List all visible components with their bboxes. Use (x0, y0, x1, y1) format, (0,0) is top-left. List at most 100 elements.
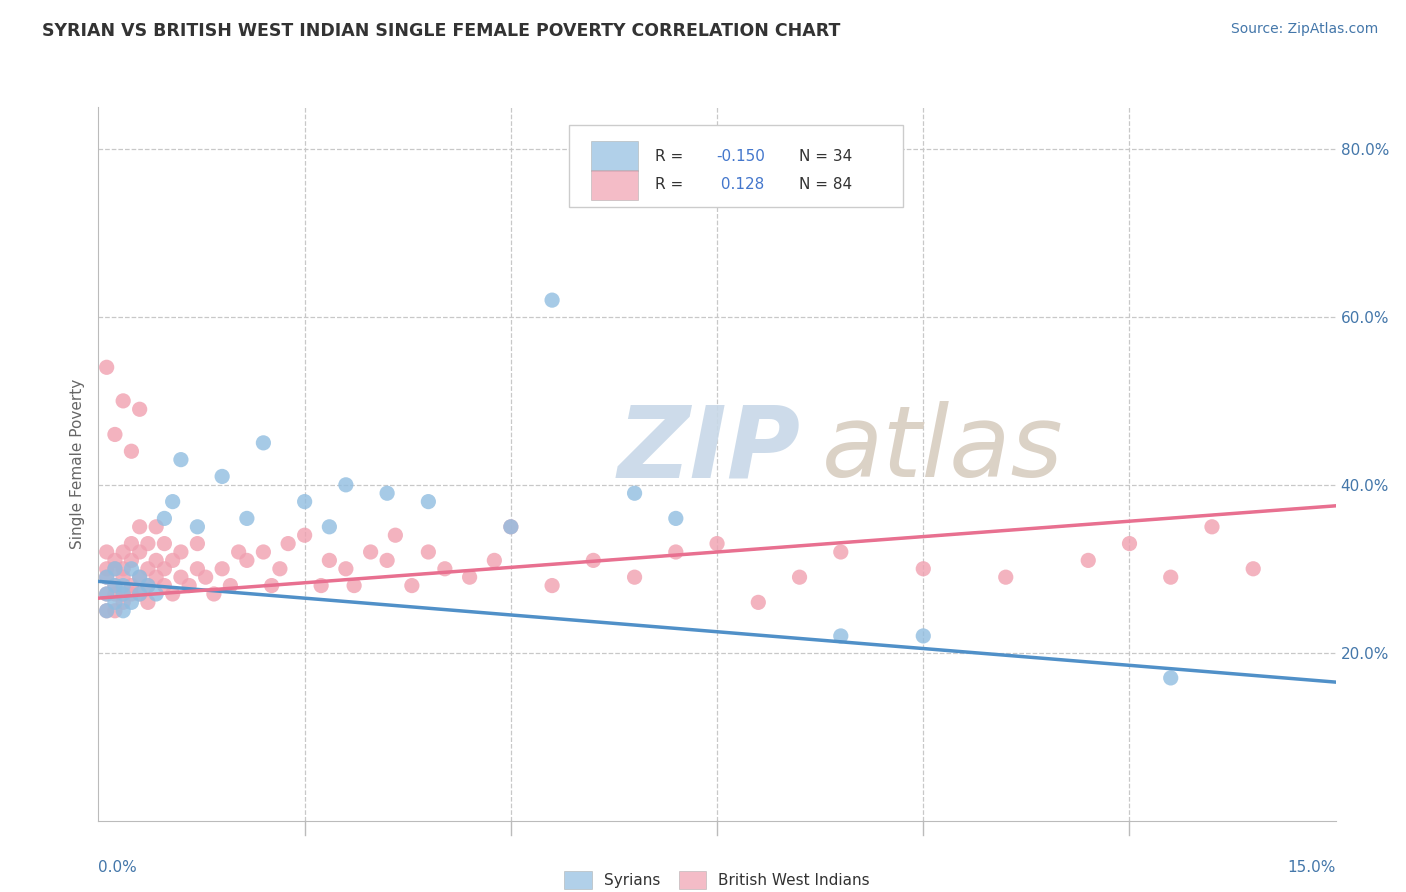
Point (136, 578, 159, 592)
Point (252, 435, 274, 450)
Point (170, 545, 193, 559)
Point (128, 570, 150, 584)
Point (499, 520, 522, 534)
Point (1160, 570, 1182, 584)
Text: 0.0%: 0.0% (98, 860, 138, 875)
Point (96, 570, 118, 584)
Point (162, 553, 184, 567)
Point (120, 536, 142, 550)
Point (120, 587, 142, 601)
Point (623, 570, 645, 584)
FancyBboxPatch shape (568, 125, 903, 207)
Point (170, 570, 193, 584)
Point (401, 578, 423, 592)
Point (260, 578, 283, 592)
Point (375, 553, 398, 567)
Point (623, 486, 645, 500)
Point (582, 553, 605, 567)
Point (112, 562, 135, 576)
Point (277, 536, 299, 550)
Point (104, 595, 127, 609)
Point (96, 545, 118, 559)
Point (912, 629, 935, 643)
Point (136, 536, 159, 550)
Point (153, 511, 176, 525)
Point (136, 578, 159, 592)
Text: Source: ZipAtlas.com: Source: ZipAtlas.com (1230, 22, 1378, 37)
Point (145, 570, 167, 584)
Point (318, 553, 340, 567)
Point (170, 452, 193, 467)
Text: R =: R = (655, 149, 689, 164)
Point (145, 553, 167, 567)
Point (433, 562, 456, 576)
Point (186, 536, 208, 550)
Point (128, 570, 150, 584)
Point (789, 570, 811, 584)
Point (294, 528, 316, 542)
Point (153, 578, 176, 592)
Point (309, 578, 332, 592)
Point (211, 562, 233, 576)
Point (343, 578, 366, 592)
Point (112, 393, 135, 408)
Point (136, 562, 159, 576)
Point (912, 562, 935, 576)
Text: R =: R = (655, 178, 689, 193)
Point (458, 570, 481, 584)
Point (219, 578, 242, 592)
Point (194, 570, 217, 584)
Point (1201, 520, 1223, 534)
Text: -0.150: -0.150 (716, 149, 765, 164)
Point (318, 520, 340, 534)
Point (112, 587, 135, 601)
Point (153, 562, 176, 576)
Point (186, 520, 208, 534)
Point (335, 562, 357, 576)
Point (96, 360, 118, 375)
Point (1077, 553, 1099, 567)
Point (1160, 671, 1182, 685)
Point (128, 587, 150, 601)
Point (335, 478, 357, 492)
Point (994, 570, 1017, 584)
Point (252, 545, 274, 559)
Point (747, 595, 769, 609)
Point (112, 604, 135, 618)
Point (104, 427, 127, 442)
Point (153, 536, 176, 550)
Point (162, 494, 184, 508)
Point (384, 528, 406, 542)
Point (202, 587, 225, 601)
Point (104, 562, 127, 576)
Point (104, 562, 127, 576)
Y-axis label: Single Female Poverty: Single Female Poverty (70, 379, 86, 549)
Point (96, 587, 118, 601)
Point (120, 444, 142, 458)
Point (112, 570, 135, 584)
Point (120, 578, 142, 592)
Point (418, 494, 440, 508)
Point (128, 402, 150, 417)
Point (128, 587, 150, 601)
Point (294, 494, 316, 508)
Point (104, 587, 127, 601)
Point (120, 562, 142, 576)
Point (1241, 562, 1264, 576)
Point (211, 469, 233, 483)
Point (104, 578, 127, 592)
Point (541, 293, 564, 307)
Point (128, 520, 150, 534)
Point (375, 486, 398, 500)
Text: 0.128: 0.128 (716, 178, 763, 193)
Point (145, 520, 167, 534)
Point (665, 511, 688, 525)
Point (112, 595, 135, 609)
Point (228, 545, 250, 559)
Point (360, 545, 382, 559)
Point (120, 595, 142, 609)
Legend: Syrians, British West Indians: Syrians, British West Indians (558, 865, 876, 892)
Point (830, 629, 852, 643)
Point (162, 587, 184, 601)
Text: N = 34: N = 34 (799, 149, 852, 164)
